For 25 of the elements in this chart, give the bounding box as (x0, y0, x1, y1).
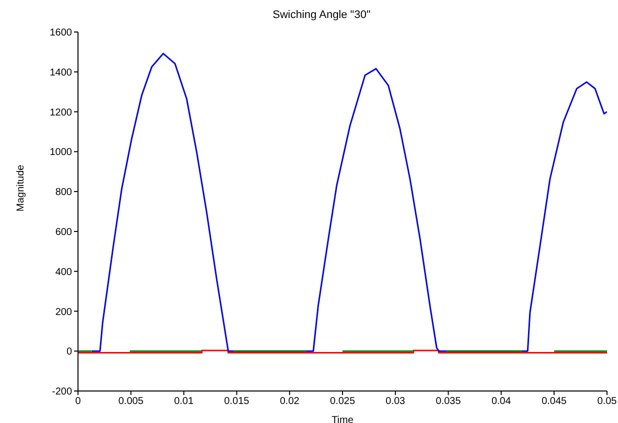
y-tick-label: 1600 (50, 28, 72, 39)
x-tick-label: 0.02 (280, 396, 300, 408)
y-tick-label: 0 (66, 346, 72, 358)
x-axis-title: Time (332, 415, 354, 423)
x-tick-label: 0.05 (597, 396, 618, 408)
y-tick-label: 200 (55, 306, 72, 318)
x-tick-label: 0.045 (542, 396, 568, 408)
y-tick-label: 400 (55, 266, 72, 278)
x-tick-label: 0.015 (224, 396, 250, 408)
y-tick-label: -200 (52, 386, 72, 398)
y-tick-label: 1400 (50, 67, 72, 78)
x-tick-label: 0.005 (118, 396, 144, 408)
y-tick-label: 800 (55, 187, 72, 198)
line-series (91, 52, 607, 352)
chart-title: Swiching Angle "30" (272, 9, 372, 21)
x-tick-label: 0.01 (174, 396, 194, 408)
y-tick-label: 600 (55, 226, 72, 238)
x-tick-label: 0 (75, 396, 82, 408)
y-axis-title: Magnitude (16, 164, 27, 212)
x-tick-label: 0.035 (436, 396, 462, 408)
x-tick-label: 0.03 (386, 396, 406, 408)
y-tick-label: 1000 (50, 147, 72, 158)
y-tick-label: 1200 (50, 107, 72, 118)
x-tick-label: 0.04 (491, 396, 512, 408)
x-tick-label: 0.025 (330, 396, 356, 408)
